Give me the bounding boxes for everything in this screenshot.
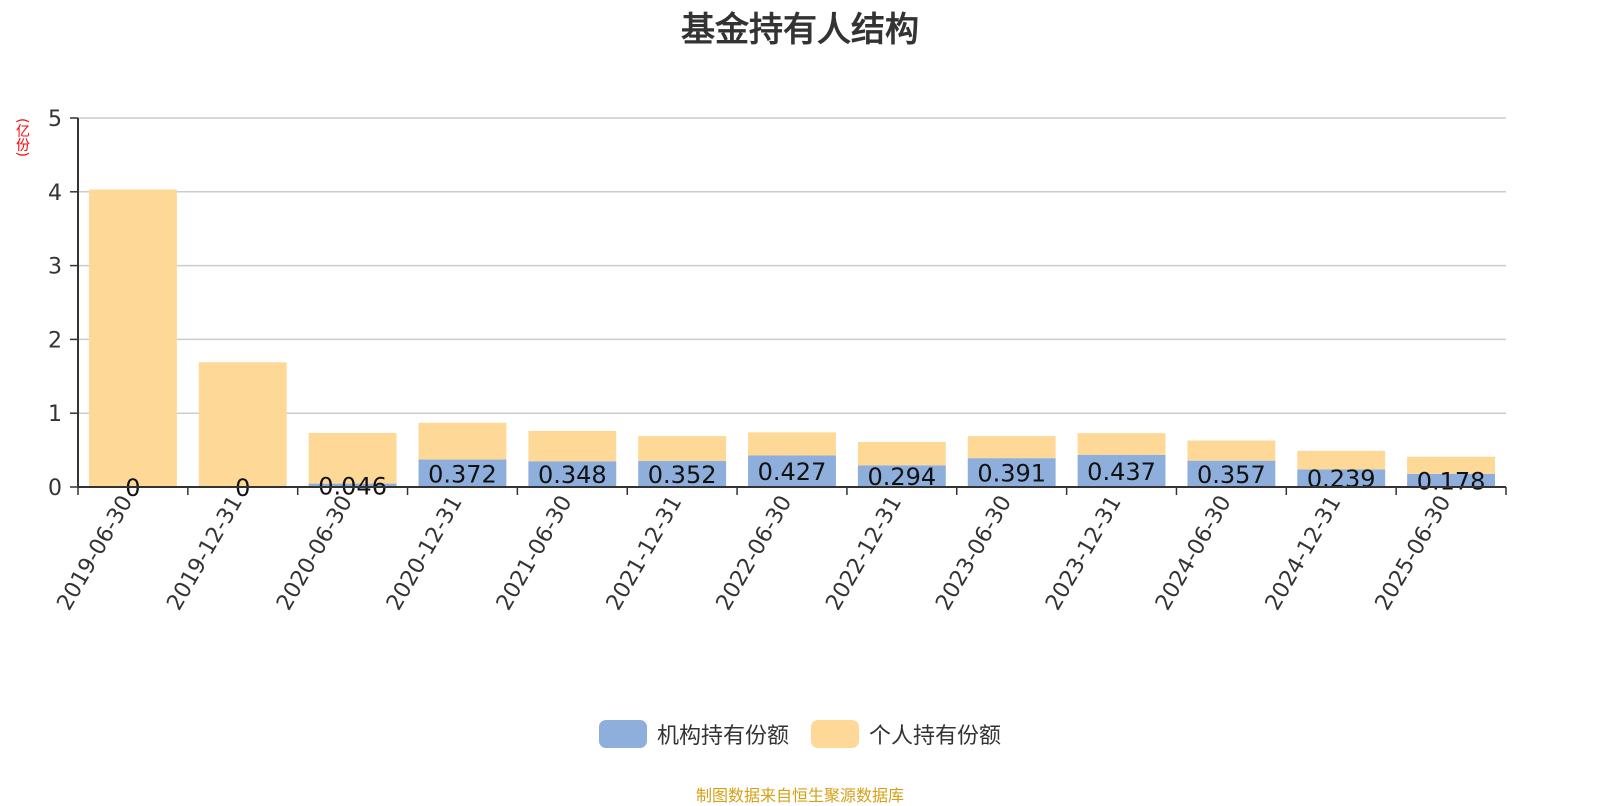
data-label-institutional: 0.357 [1197,461,1266,489]
data-label-institutional: 0.437 [1087,458,1156,486]
bar-individual [198,362,287,487]
bar-institutional [528,461,617,487]
bar-individual [748,432,836,456]
x-tick-label: 2025-06-30 [1371,492,1457,615]
bar-institutional [308,483,397,487]
x-tick-label: 2024-12-31 [1261,492,1347,615]
x-tick-label: 2020-06-30 [272,492,358,615]
legend-item-institutional[interactable]: 机构持有份额 [598,718,789,750]
data-label-institutional: 0.352 [648,461,717,489]
chart-title: 基金持有人结构 [681,10,919,50]
bar-institutional [1297,469,1386,487]
bar-institutional [1077,454,1166,487]
bar-individual [857,441,946,466]
bar-individual [528,430,617,462]
x-tick-label: 2021-06-30 [492,492,578,615]
bar-individual [1077,433,1166,455]
y-tick-label: 4 [48,181,62,206]
x-tick-label: 2023-06-30 [931,492,1017,615]
bar-individual [308,432,397,484]
legend: 机构持有份额 个人持有份额 [0,718,1600,750]
bar-institutional [1187,460,1276,487]
y-tick-label: 2 [48,328,62,353]
y-axis-unit-label: (亿份) [14,118,30,157]
bar-individual [967,436,1056,459]
bar-individual [638,436,727,462]
bar-individual [1407,456,1496,474]
data-source-note: 制图数据来自恒生聚源数据库 [695,786,904,805]
legend-swatch-individual [811,720,859,748]
bar-individual [418,422,507,460]
x-tick-label: 2020-12-31 [382,492,468,615]
bar-individual [1297,450,1386,470]
legend-item-individual[interactable]: 个人持有份额 [811,718,1001,750]
bar-institutional [857,465,946,487]
bar-institutional [638,461,727,487]
bar-institutional [967,458,1056,487]
x-tick-label: 2024-06-30 [1151,492,1237,615]
bar-individual [88,189,177,487]
bar-institutional [1407,473,1496,487]
legend-label-individual: 个人持有份额 [869,724,1002,749]
y-tick-label: 1 [48,402,62,427]
x-tick-label: 2021-12-31 [602,492,688,615]
data-label-institutional: 0.239 [1307,465,1376,493]
legend-swatch-institutional [598,720,647,748]
y-tick-label: 3 [48,255,62,280]
data-label-institutional: 0.348 [538,461,607,489]
x-tick-label: 2019-06-30 [53,492,139,615]
bar-individual [1187,440,1276,461]
y-tick-label: 0 [48,476,62,501]
y-tick-label: 5 [48,107,62,132]
x-tick-label: 2022-06-30 [712,492,798,615]
bar-institutional [748,455,836,487]
data-label-institutional: 0.391 [977,460,1046,488]
data-label-institutional: 0.178 [1417,467,1486,495]
bar-institutional [418,459,507,487]
x-tick-label: 2022-12-31 [821,492,907,615]
data-label-institutional: 0.427 [758,458,827,486]
x-tick-label: 2019-12-31 [162,492,248,615]
x-tick-label: 2023-12-31 [1041,492,1127,615]
legend-label-institutional: 机构持有份额 [656,724,789,749]
data-label-institutional: 0.372 [428,460,497,488]
